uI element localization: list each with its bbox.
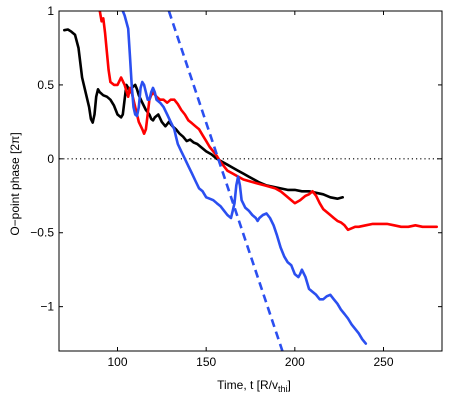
x-axis-label-subscript: thi <box>278 384 288 394</box>
x-tick-label: 200 <box>285 355 305 369</box>
y-tick-label: −0.5 <box>30 226 54 240</box>
series-group <box>63 11 438 351</box>
x-axis-label-end: ] <box>288 378 291 392</box>
plot-frame <box>58 10 443 352</box>
series-line-2 <box>98 11 438 232</box>
series-layer <box>59 11 442 351</box>
x-tick-label: 150 <box>196 355 216 369</box>
x-tick-label: 100 <box>107 355 127 369</box>
x-axis-label: Time, t [R/vthi] <box>217 378 291 394</box>
y-tick-label: 0.5 <box>37 78 54 92</box>
y-tick-label: −1 <box>40 300 54 314</box>
series-line-4 <box>167 11 284 351</box>
y-tick-label: 1 <box>47 4 54 18</box>
series-line-3 <box>121 11 368 345</box>
ticks-layer: 100 150 200 250 1 0.5 0 −0.5 −1 <box>30 4 443 369</box>
x-axis-label-main: Time, t [R/v <box>217 378 278 392</box>
y-tick-label: 0 <box>47 152 54 166</box>
y-axis-label: O−point phase [2π] <box>8 132 22 235</box>
x-tick-label: 250 <box>373 355 393 369</box>
